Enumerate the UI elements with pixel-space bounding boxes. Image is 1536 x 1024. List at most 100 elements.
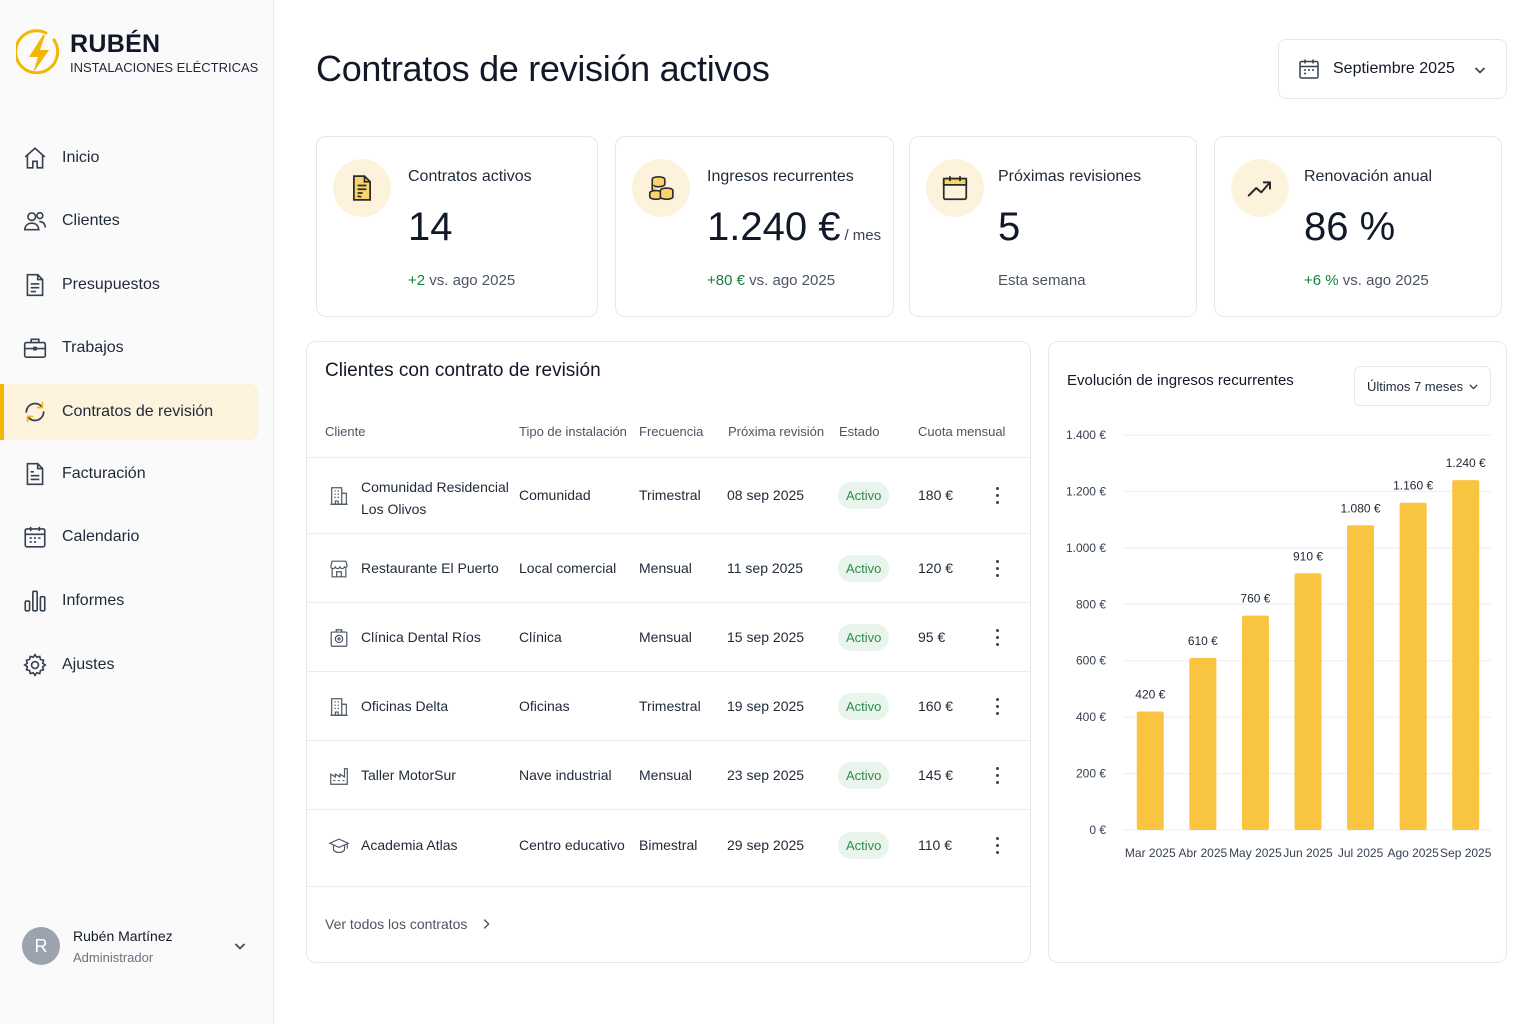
sidebar-item-clientes[interactable]: Clientes	[0, 193, 258, 249]
table-row[interactable]: Oficinas Delta Oficinas Trimestral 19 se…	[307, 671, 1030, 740]
table-row[interactable]: Academia Atlas Centro educativo Bimestra…	[307, 809, 1030, 887]
trend-up-icon	[1247, 181, 1271, 197]
avatar: R	[22, 927, 60, 965]
y-tick-label: 1.000 €	[1066, 541, 1106, 555]
sidebar-item-label: Calendario	[62, 528, 140, 545]
monthly-fee: 160 €	[918, 698, 954, 714]
table-row[interactable]: Comunidad Residencial Los Olivos Comunida…	[307, 457, 1030, 533]
kpi-value: 86 %	[1304, 205, 1396, 249]
brand-subtitle: INSTALACIONES ELÉCTRICAS	[70, 60, 259, 75]
y-tick-label: 0 €	[1089, 823, 1106, 837]
chart-bar	[1347, 525, 1375, 830]
user-menu[interactable]: R Rubén Martínez Administrador	[22, 920, 254, 972]
table-row[interactable]: Clínica Dental Ríos Clínica Mensual 15 s…	[307, 602, 1030, 671]
bar-value-label: 610 €	[1188, 634, 1218, 648]
more-options-icon[interactable]	[994, 560, 1000, 578]
client-name[interactable]: Comunidad Residencial Los Olivos	[361, 479, 509, 517]
table-row[interactable]: Restaurante El Puerto Local comercial Me…	[307, 533, 1030, 602]
month-select-value: Septiembre 2025	[1333, 60, 1455, 77]
chart-bar	[1241, 615, 1269, 830]
contract-icon	[353, 175, 371, 201]
sidebar-item-label: Clientes	[62, 212, 120, 229]
sidebar-item-ajustes[interactable]: Ajustes	[0, 637, 258, 693]
see-all-contracts-link[interactable]: Ver todos los contratos	[325, 916, 493, 932]
status-badge: Activo	[838, 693, 890, 720]
sidebar-item-label: Contratos de revisión	[62, 403, 214, 420]
kpi-label: Contratos activos	[408, 168, 532, 185]
sidebar-item-calendario[interactable]: Calendario	[0, 509, 258, 565]
x-tick-label: Jul 2025	[1338, 846, 1384, 860]
column-header-cliente[interactable]: Cliente	[325, 424, 366, 439]
kpi-delta: +80 € vs. ago 2025	[707, 272, 836, 289]
next-review: 19 sep 2025	[727, 698, 805, 714]
chevron-down-icon	[1474, 67, 1486, 74]
client-name[interactable]: Oficinas Delta	[361, 698, 449, 714]
range-select[interactable]: Últimos 7 meses	[1354, 366, 1491, 406]
briefcase-icon	[23, 338, 47, 359]
invoice-icon	[26, 462, 44, 486]
kpi-value: 1.240 € / mes	[707, 205, 882, 249]
chart-title: Evolución de ingresos recurrentes	[1067, 372, 1294, 389]
sidebar-item-inicio[interactable]: Inicio	[0, 130, 258, 186]
calendar-icon	[942, 176, 968, 201]
kpi-label: Ingresos recurrentes	[707, 168, 854, 185]
monthly-fee: 120 €	[918, 560, 954, 576]
building-icon	[330, 698, 348, 716]
brand[interactable]: RUBÉN INSTALACIONES ELÉCTRICAS	[16, 26, 258, 80]
more-options-icon[interactable]	[994, 698, 1000, 716]
kpi-icon-wrap	[926, 159, 984, 217]
brand-name: RUBÉN	[70, 30, 161, 58]
installation-type: Local comercial	[519, 560, 617, 576]
chevron-down-icon	[1469, 384, 1478, 390]
sidebar-item-label: Presupuestos	[62, 276, 160, 293]
column-header-proxima-revision[interactable]: Próxima revisión	[728, 424, 825, 439]
bar-value-label: 420 €	[1135, 688, 1165, 702]
contracts-table-panel: Clientes con contrato de revisión Client…	[306, 341, 1031, 963]
refresh-icon	[25, 401, 45, 423]
calendar-icon	[1299, 59, 1319, 79]
sidebar-item-facturacion[interactable]: Facturación	[0, 446, 258, 502]
more-options-icon[interactable]	[994, 837, 1000, 855]
more-options-icon[interactable]	[994, 487, 1000, 505]
x-tick-label: Abr 2025	[1179, 846, 1228, 860]
client-name[interactable]: Restaurante El Puerto	[361, 560, 499, 576]
sidebar-item-label: Ajustes	[62, 656, 115, 673]
sidebar-item-contratos-de-revision[interactable]: Contratos de revisión	[0, 384, 258, 440]
frequency: Mensual	[639, 629, 692, 645]
column-header-frecuencia[interactable]: Frecuencia	[639, 424, 704, 439]
more-options-icon[interactable]	[994, 629, 1000, 647]
sidebar-item-trabajos[interactable]: Trabajos	[0, 320, 258, 376]
column-header-estado[interactable]: Estado	[839, 424, 880, 439]
client-name[interactable]: Taller MotorSur	[361, 767, 456, 783]
users-icon	[23, 211, 47, 231]
sidebar-item-informes[interactable]: Informes	[0, 573, 258, 629]
frequency: Bimestral	[639, 837, 698, 853]
kpi-card-renovacion-anual: Renovación anual 86 % +6 % vs. ago 2025	[1214, 136, 1502, 317]
column-header-cuota[interactable]: Cuota mensual	[918, 424, 1006, 439]
more-options-icon[interactable]	[994, 767, 1000, 785]
month-select[interactable]: Septiembre 2025	[1278, 39, 1507, 99]
bar-value-label: 1.080 €	[1341, 501, 1381, 515]
sidebar: RUBÉN INSTALACIONES ELÉCTRICAS Inicio Cl…	[0, 0, 274, 1024]
chart-bar	[1294, 573, 1322, 830]
kpi-card-ingresos-recurrentes: Ingresos recurrentes 1.240 € / mes +80 € …	[615, 136, 894, 317]
chart-bar	[1136, 711, 1164, 830]
kpi-card-contratos-activos: Contratos activos 14 +2 vs. ago 2025	[316, 136, 598, 317]
revenue-bar-chart: 0 € 200 € 400 € 600 € 800 € 1.000 € 1.200 € 1.4…	[1066, 428, 1492, 860]
client-name[interactable]: Clínica Dental Ríos	[361, 629, 481, 645]
kpi-icon-wrap	[1231, 159, 1289, 217]
chart-bar	[1399, 502, 1427, 830]
sidebar-item-presupuestos[interactable]: Presupuestos	[0, 257, 258, 313]
installation-type: Oficinas	[519, 698, 570, 714]
status-badge: Activo	[838, 555, 890, 582]
table-row[interactable]: Taller MotorSur Nave industrial Mensual …	[307, 740, 1030, 809]
x-tick-label: Mar 2025	[1125, 846, 1176, 860]
kpi-value: 14	[408, 205, 453, 249]
y-tick-label: 400 €	[1076, 710, 1106, 724]
client-name[interactable]: Academia Atlas	[361, 837, 458, 853]
column-header-tipo[interactable]: Tipo de instalación	[519, 424, 627, 439]
status-badge: Activo	[838, 762, 890, 789]
chevron-down-icon[interactable]	[232, 938, 248, 954]
kpi-card-proximas-revisiones: Próximas revisiones 5 Esta semana	[909, 136, 1197, 317]
kpi-icon-wrap	[333, 159, 391, 217]
